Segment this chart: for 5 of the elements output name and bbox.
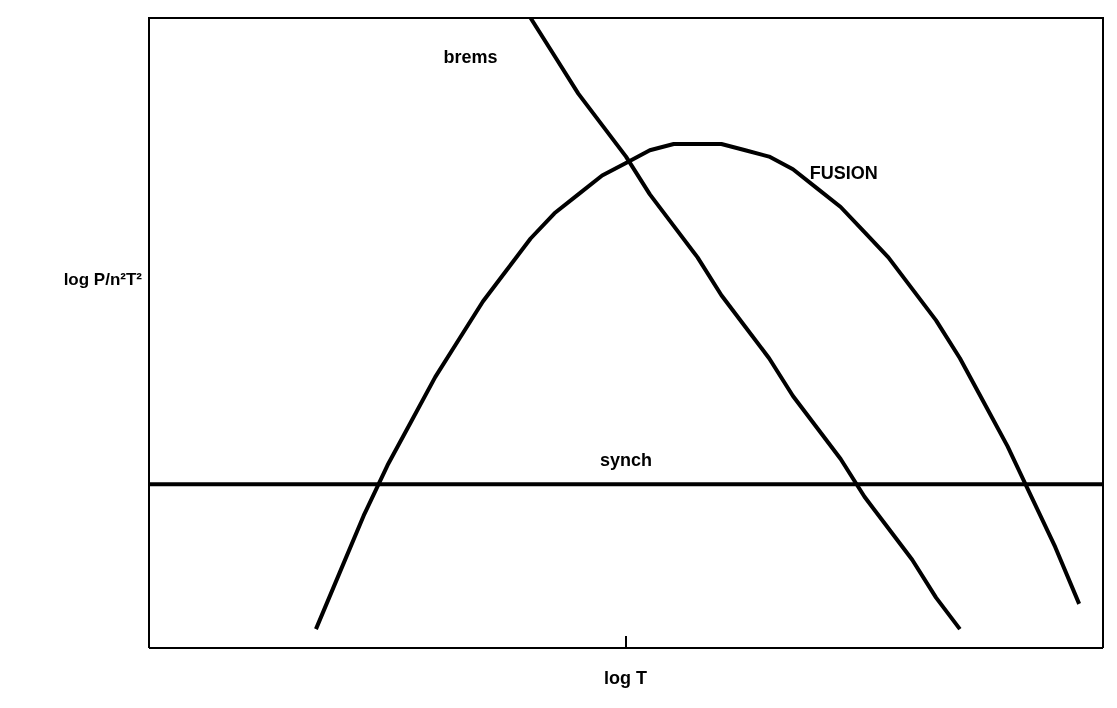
text: brems [443, 47, 498, 67]
series-label: synch [599, 450, 653, 471]
series-label: FUSION [809, 163, 878, 183]
y-axis-title: log P/n²T² [62, 270, 142, 290]
x-axis-title: log T [603, 668, 648, 689]
